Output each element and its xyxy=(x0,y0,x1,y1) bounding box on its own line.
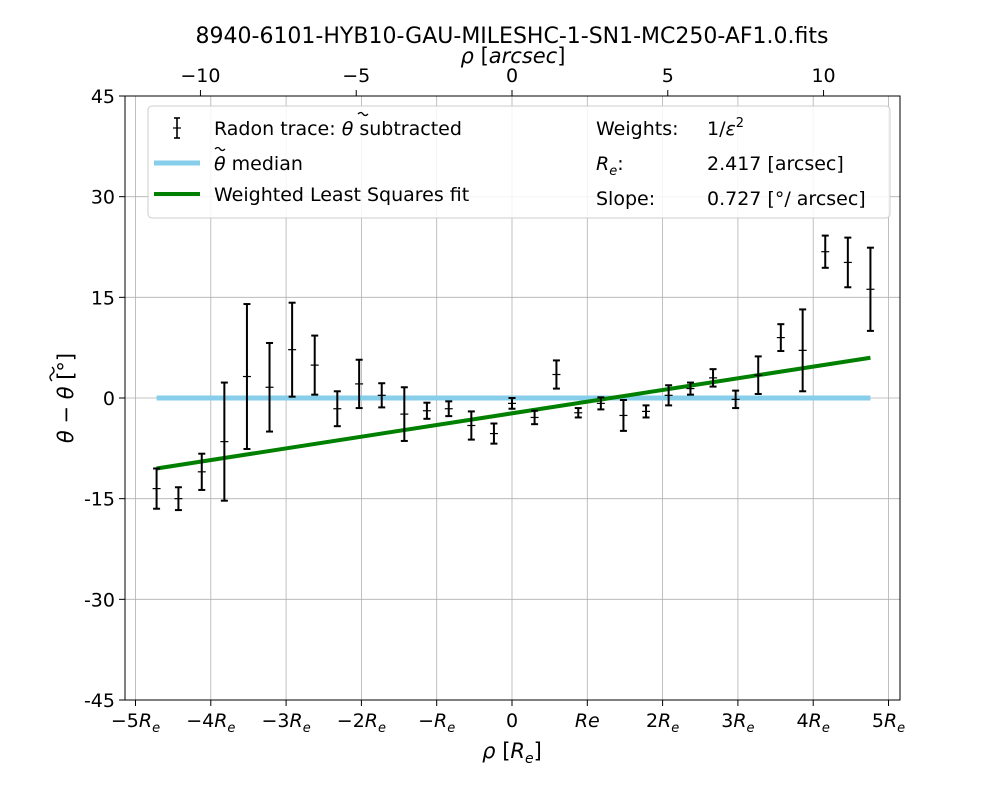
fit-line xyxy=(156,355,871,471)
legend-label-fit: Weighted Least Squares fit xyxy=(214,184,469,206)
x-axis-label: ρ [Re] xyxy=(482,739,542,767)
data-point xyxy=(619,399,628,432)
data-point xyxy=(642,404,651,419)
data-point xyxy=(596,396,605,411)
data-point xyxy=(798,308,807,393)
data-point xyxy=(310,334,319,396)
data-point xyxy=(843,236,852,289)
data-point xyxy=(821,234,830,269)
stat-weights-value: 1/ε2 xyxy=(707,116,744,140)
data-point xyxy=(400,386,409,442)
legend-label-radon: Radon trace: θ subtracted xyxy=(214,118,462,140)
data-point xyxy=(776,323,785,353)
data-point xyxy=(333,390,342,428)
legend-frame xyxy=(147,105,891,219)
x-tick-label: 0 xyxy=(506,710,518,732)
data-point xyxy=(508,397,516,410)
tick-group: −5Re −4Re −3Re −2Re −Re 0 Re 2Re 3Re 4Re 5Re 45 30 15… xyxy=(84,65,905,736)
data-point xyxy=(220,381,229,502)
stat-slope-label: Slope: xyxy=(596,188,655,210)
data-point xyxy=(754,355,763,395)
top-x-tick-label: 5 xyxy=(662,65,674,87)
data-point xyxy=(552,359,561,390)
legend: Radon trace: θ subtracted θ median Weigh… xyxy=(147,105,891,219)
data-point xyxy=(152,467,161,510)
legend-tilde-2 xyxy=(214,146,226,152)
data-point xyxy=(197,452,206,491)
points-layer xyxy=(152,234,875,512)
stat-slope-value: 0.727 [°/ arcsec] xyxy=(707,188,866,210)
legend-tilde-1 xyxy=(357,111,369,117)
top-x-tick-label: −5 xyxy=(342,65,370,87)
top-x-axis-label: ρ [arcsec] xyxy=(461,44,566,68)
y-tick-label: -45 xyxy=(84,690,115,712)
x-tick-label: 2Re xyxy=(646,710,679,736)
x-tick-label: 3Re xyxy=(721,710,754,736)
top-x-tick-label: −10 xyxy=(180,65,220,87)
data-point xyxy=(686,381,695,396)
stat-re-value: 2.417 [arcsec] xyxy=(707,153,844,175)
x-tick-label: −4Re xyxy=(186,710,235,736)
data-point xyxy=(265,341,274,433)
data-point xyxy=(530,409,539,426)
data-point xyxy=(489,422,498,445)
y-tick-label: -30 xyxy=(84,589,115,611)
x-tick-label: −3Re xyxy=(261,710,310,736)
fit-layer xyxy=(156,355,871,471)
data-point xyxy=(288,301,297,398)
y-tick-label: 0 xyxy=(103,388,115,410)
data-point xyxy=(355,358,364,410)
data-point xyxy=(731,389,740,410)
top-x-tick-label: 10 xyxy=(811,65,835,87)
data-point xyxy=(422,401,431,420)
top-x-tick-label: 0 xyxy=(506,65,518,87)
y-tick-label: -15 xyxy=(84,489,115,511)
data-point xyxy=(444,400,453,418)
legend-marker-errorbar xyxy=(173,117,181,139)
legend-label-median: θ median xyxy=(214,153,303,175)
chart-title: 8940-6101-HYB10-GAU-MILESHC-1-SN1-MC250-… xyxy=(196,24,829,49)
data-point xyxy=(242,303,251,451)
x-tick-label: −Re xyxy=(418,710,455,736)
stat-re-label: Re: xyxy=(596,153,624,179)
data-point xyxy=(709,368,718,388)
y-tick-label: 15 xyxy=(91,287,115,309)
y-tick-label: 30 xyxy=(91,187,115,209)
y-axis-label: θ − θ [°] xyxy=(49,353,78,443)
x-tick-label: −2Re xyxy=(337,710,386,736)
data-point xyxy=(574,407,583,419)
x-tick-label: Re xyxy=(575,710,600,732)
data-point xyxy=(174,486,183,512)
x-tick-label: 5Re xyxy=(872,710,905,736)
data-point xyxy=(377,382,386,409)
data-point xyxy=(866,246,875,332)
stat-weights-label: Weights: xyxy=(596,118,679,140)
data-point xyxy=(467,410,476,441)
y-tick-label: 45 xyxy=(91,86,115,108)
svg-text:θ − θ [°]: θ − θ [°] xyxy=(54,353,78,443)
x-tick-label: −5Re xyxy=(111,710,160,736)
data-point xyxy=(664,384,673,407)
x-tick-label: 4Re xyxy=(797,710,830,736)
